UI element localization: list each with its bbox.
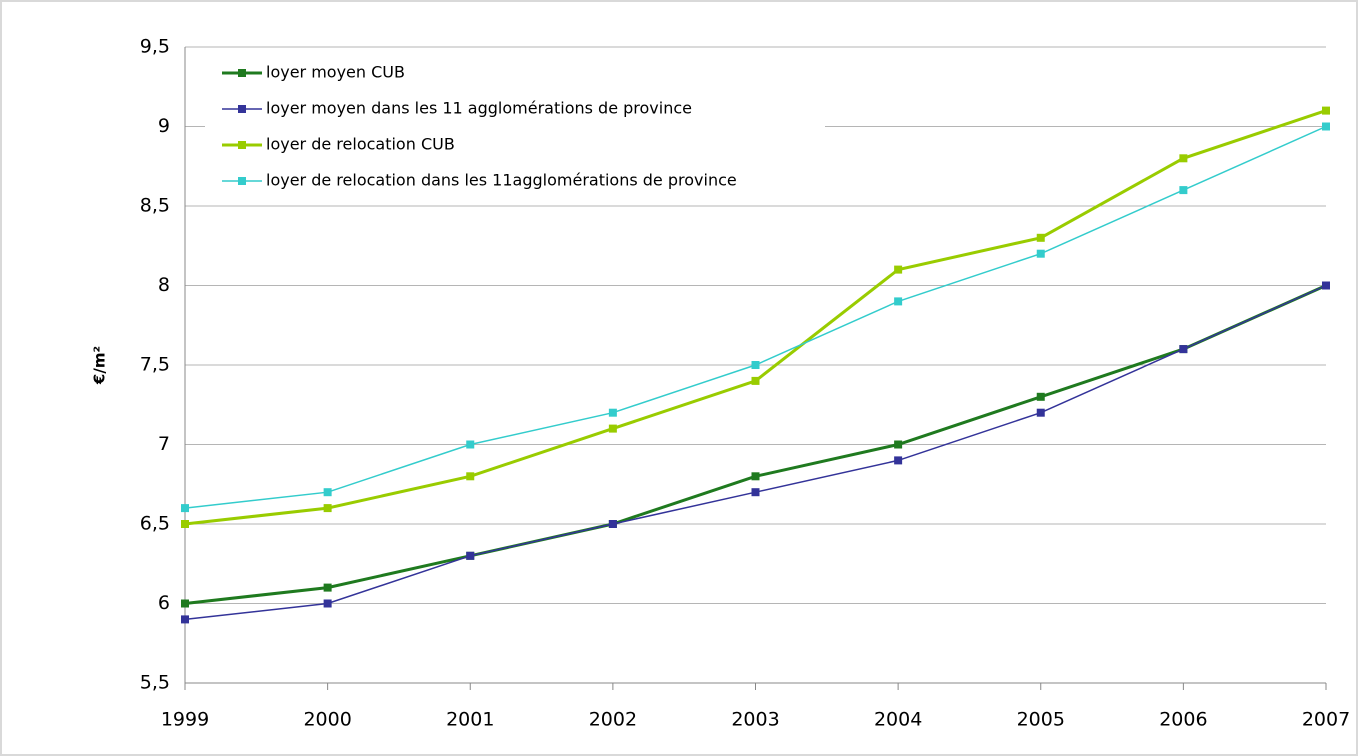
x-tick-label: 2003: [731, 709, 779, 731]
data-point: [466, 440, 475, 449]
data-point: [1322, 106, 1330, 115]
data-point: [751, 376, 760, 385]
x-tick-label: 2007: [1302, 709, 1350, 731]
y-tick-label: 8: [158, 274, 170, 296]
data-point: [1179, 186, 1188, 195]
data-point: [1322, 122, 1330, 131]
data-point: [751, 488, 760, 497]
x-tick-label: 2001: [446, 709, 494, 731]
data-point: [608, 424, 617, 433]
legend-marker: [238, 141, 246, 149]
x-tick-label: 2006: [1159, 709, 1207, 731]
legend-label: loyer moyen CUB: [266, 63, 405, 82]
legend-label: loyer moyen dans les 11 agglomérations d…: [266, 99, 692, 118]
data-point: [181, 520, 189, 528]
data-point: [181, 599, 189, 608]
data-point: [1036, 233, 1045, 242]
data-point: [466, 551, 475, 560]
y-tick-label: 8,5: [140, 195, 170, 217]
x-tick-label: 2002: [589, 709, 637, 731]
data-point: [1179, 154, 1188, 163]
legend-marker: [238, 69, 246, 77]
legend-marker: [238, 177, 246, 185]
y-tick-label: 9: [158, 115, 170, 137]
data-point: [751, 361, 760, 369]
legend-marker: [238, 105, 246, 113]
x-tick-label: 2000: [303, 709, 351, 731]
data-point: [1322, 281, 1330, 290]
data-point: [181, 615, 189, 624]
y-tick-label: 6,5: [140, 513, 170, 535]
data-point: [1036, 408, 1045, 417]
data-point: [894, 265, 903, 274]
data-point: [608, 408, 617, 417]
x-tick-label: 2005: [1017, 709, 1065, 731]
data-point: [466, 472, 475, 481]
data-point: [1036, 392, 1045, 401]
x-tick-label: 1999: [161, 709, 209, 731]
data-point: [323, 599, 332, 608]
y-tick-label: 7,5: [140, 354, 170, 376]
x-tick-label: 2004: [874, 709, 922, 731]
legend-label: loyer de relocation dans les 11aggloméra…: [266, 171, 737, 190]
data-point: [181, 504, 189, 513]
data-point: [608, 520, 617, 528]
data-point: [1036, 249, 1045, 258]
data-point: [751, 472, 760, 481]
data-point: [323, 504, 332, 513]
y-axis-label: €/m²: [91, 346, 109, 385]
y-tick-label: 5,5: [140, 672, 170, 694]
legend-label: loyer de relocation CUB: [266, 135, 455, 154]
data-point: [894, 440, 903, 449]
y-tick-label: 7: [158, 433, 170, 455]
data-point: [323, 583, 332, 592]
data-point: [894, 297, 903, 306]
data-point: [894, 456, 903, 465]
data-point: [323, 488, 332, 497]
y-tick-label: 6: [158, 592, 170, 614]
legend-background: [205, 55, 825, 203]
data-point: [1179, 345, 1188, 354]
y-tick-label: 9,5: [140, 36, 170, 58]
